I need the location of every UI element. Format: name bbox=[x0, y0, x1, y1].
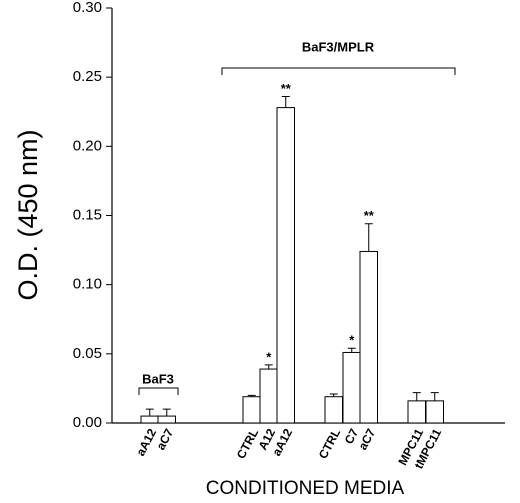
y-tick-label: 0.20 bbox=[73, 137, 102, 154]
bar bbox=[140, 415, 159, 424]
bar bbox=[359, 250, 378, 424]
bar bbox=[324, 396, 343, 424]
error-bar bbox=[412, 392, 421, 401]
x-tick-label: C7 bbox=[342, 426, 362, 446]
bracket bbox=[221, 67, 456, 75]
bar bbox=[407, 400, 426, 424]
y-tick-label: 0.30 bbox=[73, 0, 102, 16]
error-bar bbox=[364, 223, 373, 252]
bar bbox=[276, 107, 295, 424]
y-tick-label: 0.25 bbox=[73, 68, 102, 85]
significance-label: * bbox=[349, 333, 355, 348]
error-bar bbox=[430, 392, 439, 401]
error-bar bbox=[264, 364, 273, 370]
y-tick-label: 0.15 bbox=[73, 206, 102, 223]
error-bar bbox=[247, 394, 256, 397]
bar bbox=[157, 415, 176, 424]
error-bar bbox=[281, 96, 290, 108]
y-axis-label: O.D. (450 nm) bbox=[13, 129, 43, 300]
x-axis-label: CONDITIONED MEDIA bbox=[206, 478, 405, 498]
error-bar bbox=[145, 408, 154, 417]
group-label: BaF3/MPLR bbox=[302, 39, 375, 54]
significance-label: ** bbox=[364, 208, 375, 223]
significance-label: * bbox=[266, 349, 272, 364]
x-tick-label: CTRL bbox=[316, 426, 343, 461]
bar bbox=[259, 368, 278, 424]
bar bbox=[425, 400, 444, 424]
significance-label: ** bbox=[281, 81, 292, 96]
y-tick-label: 0.05 bbox=[73, 345, 102, 362]
bracket bbox=[138, 387, 179, 395]
bar bbox=[342, 351, 361, 424]
bar bbox=[242, 396, 261, 424]
x-tick-label: aC7 bbox=[356, 426, 379, 452]
y-tick-label: 0.10 bbox=[73, 276, 102, 293]
x-tick-label: aC7 bbox=[154, 426, 177, 452]
error-bar bbox=[329, 393, 338, 397]
error-bar bbox=[162, 408, 171, 417]
group-label: BaF3 bbox=[142, 371, 174, 386]
error-bar bbox=[347, 347, 356, 353]
y-tick-label: 0.00 bbox=[73, 414, 102, 431]
